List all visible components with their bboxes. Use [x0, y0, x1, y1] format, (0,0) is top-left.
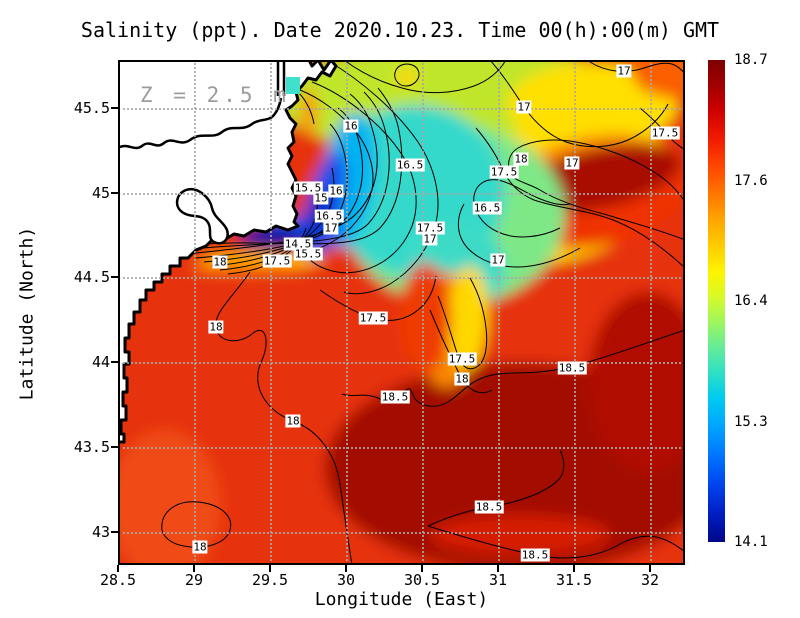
contour-label: 16.5 — [395, 158, 425, 172]
y-tick-label: 43.5 — [73, 438, 110, 456]
y-tick-mark — [111, 361, 118, 363]
colorbar-tick-label: 17.6 — [734, 172, 768, 189]
contour-label: 16.5 — [472, 201, 502, 215]
contour-label: 17 — [323, 221, 339, 235]
figure-title: Salinity (ppt). Date 2020.10.23. Time 00… — [80, 18, 720, 42]
contour-label: 15.5 — [293, 181, 323, 195]
contour-label: 17.5 — [262, 254, 292, 268]
y-tick-label: 44 — [91, 353, 110, 371]
colorbar-tick-label: 18.7 — [734, 52, 768, 68]
x-tick-mark — [573, 565, 575, 572]
x-tick-label: 30 — [336, 571, 356, 589]
colorbar-tick-label: 14.1 — [734, 534, 768, 550]
contour-label: 15 — [313, 191, 329, 205]
contour-label: 18.5 — [380, 390, 410, 404]
x-axis-label: Longitude (East) — [314, 589, 489, 610]
contour-label: 17 — [564, 156, 580, 170]
contour-label: 15.5 — [293, 247, 323, 261]
contour-label: 18.5 — [474, 500, 504, 514]
depth-annotation: Z = 2.5 m — [140, 83, 290, 107]
x-tick-label: 29.5 — [251, 571, 289, 589]
contour-lines — [161, 60, 685, 565]
contour-label: 14.5 — [283, 237, 313, 251]
x-tick-label: 28.5 — [99, 571, 137, 589]
contour-label: 18 — [454, 372, 470, 386]
contour-label: 18 — [192, 540, 208, 554]
colorbar — [708, 60, 725, 542]
y-tick-mark — [111, 446, 118, 448]
y-tick-label: 45.5 — [73, 99, 110, 117]
contour-label: 17.5 — [489, 165, 519, 179]
contour-label: 18 — [208, 320, 224, 334]
estuary-water — [286, 77, 300, 94]
x-tick-mark — [269, 565, 271, 572]
colorbar-tick-label: 16.4 — [734, 293, 768, 309]
contour-label: 17 — [422, 232, 438, 246]
x-tick-mark — [193, 565, 195, 572]
contour-label: 18 — [212, 255, 228, 269]
contour-label: 17.5 — [415, 221, 445, 235]
contour-label: 17.5 — [358, 311, 388, 325]
contour-label: 18 — [285, 414, 301, 428]
salinity-field — [118, 60, 685, 565]
contour-label: 17.5 — [447, 352, 477, 366]
contour-label: 18.5 — [520, 548, 550, 562]
y-tick-mark — [111, 531, 118, 533]
y-tick-mark — [111, 192, 118, 194]
x-tick-mark — [421, 565, 423, 572]
contour-label: 17 — [616, 64, 632, 78]
x-tick-mark — [345, 565, 347, 572]
contour-label: 17 — [490, 253, 506, 267]
plot-frame — [118, 60, 685, 565]
y-tick-mark — [111, 276, 118, 278]
contour-label: 18 — [513, 152, 529, 166]
y-tick-label: 45 — [91, 184, 110, 202]
y-axis-label: Latitude (North) — [16, 226, 38, 401]
x-tick-label: 31.5 — [555, 571, 593, 589]
x-tick-label: 30.5 — [403, 571, 441, 589]
contour-label: 17.5 — [650, 126, 680, 140]
estuary-channel — [276, 60, 286, 96]
x-tick-mark — [117, 565, 119, 572]
x-tick-label: 32 — [640, 571, 660, 589]
y-tick-mark — [111, 107, 118, 109]
lagoon-outline — [175, 187, 229, 245]
x-tick-mark — [649, 565, 651, 572]
contour-label: 17 — [516, 100, 532, 114]
x-tick-mark — [497, 565, 499, 572]
danube-river — [118, 97, 283, 150]
contour-label: 16 — [328, 184, 344, 198]
colorbar-tick-label: 15.3 — [734, 413, 768, 430]
x-tick-label: 29 — [184, 571, 204, 589]
land-mask — [118, 60, 338, 444]
contour-label: 18.5 — [557, 361, 587, 375]
contour-label: 16 — [343, 119, 359, 133]
contour-label: 16.5 — [314, 209, 344, 223]
x-tick-label: 31 — [488, 571, 508, 589]
y-tick-label: 43 — [91, 523, 110, 541]
y-tick-label: 44.5 — [73, 268, 110, 286]
